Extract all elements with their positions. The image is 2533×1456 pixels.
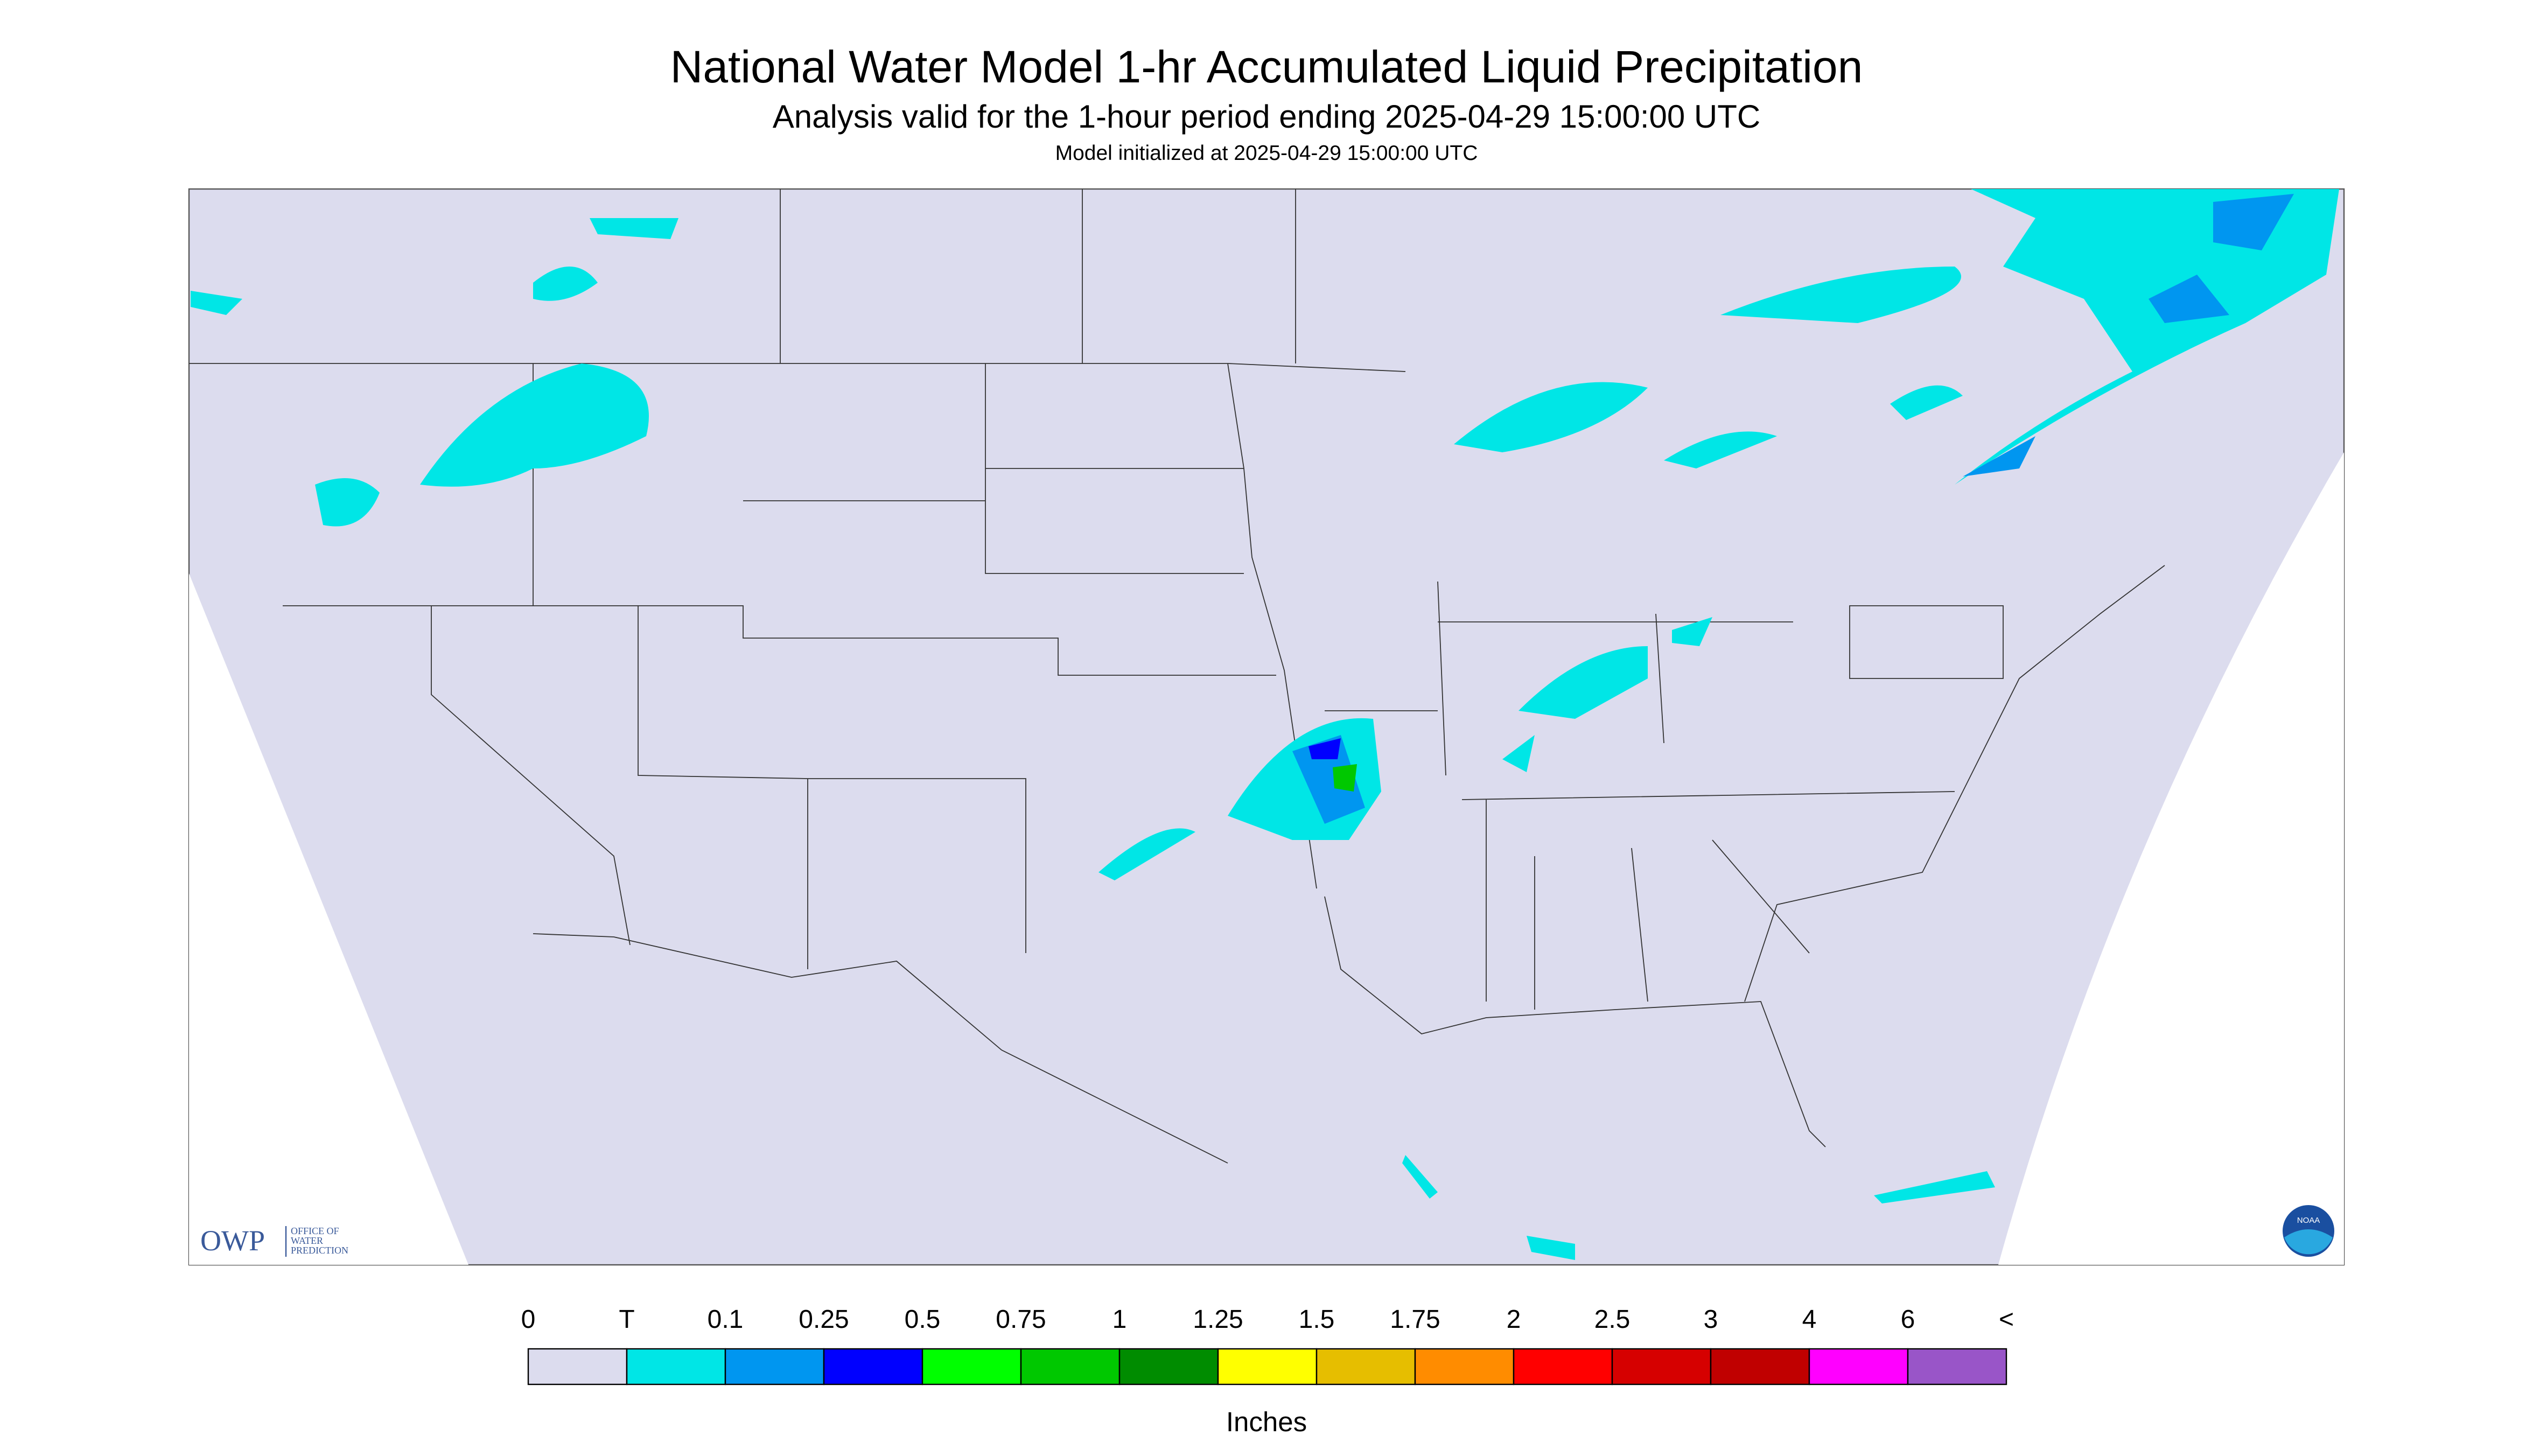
colorbar-label: 4 [1802, 1305, 1817, 1334]
colorbar-label: 0.75 [996, 1305, 1046, 1334]
colorbar-swatch [1020, 1348, 1121, 1385]
colorbar-swatch [1217, 1348, 1318, 1385]
colorbar-label: 1 [1112, 1305, 1127, 1334]
map-background [188, 188, 2345, 1266]
precipitation [191, 189, 2339, 1261]
owp-logo-text: WATER [291, 1235, 323, 1246]
noaa-logo-wave [2284, 1229, 2333, 1255]
precip-area [191, 291, 242, 316]
colorbar-label: 1.25 [1193, 1305, 1243, 1334]
coast [533, 565, 2165, 1164]
outside-domain [189, 573, 468, 1265]
colorbar-label: T [619, 1305, 634, 1334]
outside-domain [1998, 452, 2344, 1265]
precip-area [315, 478, 380, 527]
colorbar-swatch [1118, 1348, 1219, 1385]
precip-area [420, 363, 649, 487]
colorbar-label: 2.5 [1594, 1305, 1631, 1334]
title: National Water Model 1-hr Accumulated Li… [670, 41, 1863, 92]
owp-logo: OWP [200, 1224, 265, 1257]
noaa-logo-text: NOAA [2297, 1216, 2320, 1225]
colorbar-unit: Inches [1226, 1406, 1307, 1437]
colorbar-label: 3 [1704, 1305, 1718, 1334]
colorbar-swatch [724, 1348, 825, 1385]
precip-area [1309, 738, 1341, 760]
colorbar-swatch [1513, 1348, 1613, 1385]
colorbar-swatch [527, 1348, 628, 1385]
precip-area [1292, 735, 1365, 824]
colorbar-swatch [921, 1348, 1022, 1385]
colorbar: 0 T 0.1 0.25 0.5 0.75 1 1.25 1.5 1.75 2 2.5 3 4 6 < [521, 1305, 2014, 1385]
colorbar-label: 0.25 [799, 1305, 849, 1334]
colorbar-label: 1.75 [1390, 1305, 1440, 1334]
boundaries [189, 189, 2165, 1164]
precip-area [533, 218, 678, 301]
colorbar-swatch [626, 1348, 726, 1385]
border [283, 363, 2004, 1010]
precip-area [1333, 764, 1357, 792]
colorbar-swatch [1808, 1348, 1909, 1385]
precip-area [1454, 382, 1777, 469]
owp-logo-text: OFFICE OF [291, 1226, 339, 1236]
colorbar-swatch [1316, 1348, 1416, 1385]
colorbar-label: 0.1 [708, 1305, 744, 1334]
init-note: Model initialized at 2025-04-29 15:00:00… [1055, 142, 1478, 165]
colorbar-label: 0.5 [905, 1305, 941, 1334]
colorbar-label: 2 [1507, 1305, 1521, 1334]
owp-logo-text: PREDICTION [291, 1245, 348, 1256]
precip-area [1720, 267, 1963, 421]
colorbar-swatch [1414, 1348, 1515, 1385]
precip-area [1963, 194, 2294, 477]
precip-area [1502, 617, 1712, 773]
colorbar-label: < [1999, 1305, 2014, 1334]
colorbar-swatch [1710, 1348, 1810, 1385]
subtitle: Analysis valid for the 1-hour period end… [773, 99, 1760, 135]
colorbar-swatch [823, 1348, 923, 1385]
colorbar-swatch [1611, 1348, 1712, 1385]
colorbar-label: 1.5 [1299, 1305, 1335, 1334]
colorbar-swatch [1907, 1348, 2007, 1385]
precip-area [1955, 189, 2339, 485]
colorbar-label: 6 [1901, 1305, 1915, 1334]
map: OWP OFFICE OF WATER PREDICTION NOAA [188, 188, 2345, 1266]
colorbar-label: 0 [521, 1305, 536, 1334]
